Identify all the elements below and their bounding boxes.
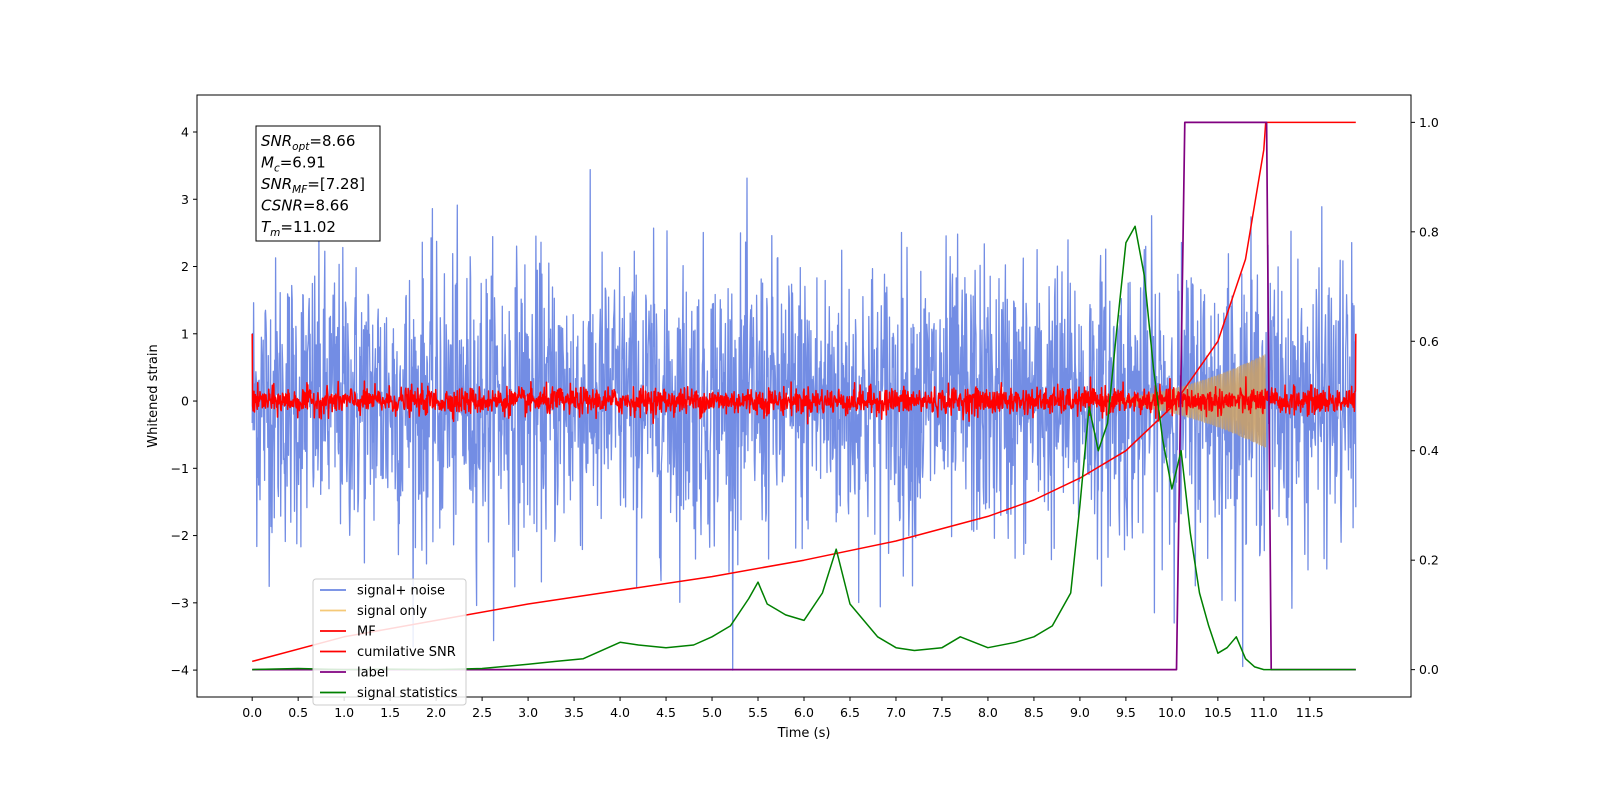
series-mf — [251, 333, 1357, 425]
y-right-tick-label: 0.6 — [1419, 334, 1439, 349]
y-right-tick-label: 1.0 — [1419, 115, 1439, 130]
x-tick-label: 4.0 — [610, 705, 630, 720]
x-axis-label: Time (s) — [777, 726, 831, 741]
legend-frame — [312, 578, 467, 706]
x-tick-label: 4.5 — [656, 705, 676, 720]
y-left-tick-label: 4 — [181, 124, 189, 139]
y-left-tick-label: −1 — [171, 461, 189, 476]
x-tick-label: 5.0 — [702, 705, 722, 720]
y-right-tick-label: 0.2 — [1419, 553, 1439, 568]
info-box-line: Mc=6.91 — [261, 154, 326, 175]
legend-label: cumilative SNR — [357, 645, 456, 660]
x-tick-label: 7.5 — [932, 705, 952, 720]
x-axis: 0.0 0.5 1.0 1.5 2.0 2.5 3.0 3.5 4.0 4.5 5.0 5.5 6.0 6… — [242, 697, 1324, 720]
x-tick-label: 9.0 — [1070, 705, 1090, 720]
y-left-tick-label: 0 — [181, 394, 189, 409]
y-left-tick-label: 2 — [181, 259, 189, 274]
y-axis-label: Whitened strain — [146, 344, 161, 447]
x-tick-label: 3.5 — [564, 705, 584, 720]
x-tick-label: 10.5 — [1204, 705, 1232, 720]
x-tick-label: 9.5 — [1116, 705, 1136, 720]
legend-label: MF — [357, 625, 376, 640]
x-tick-label: 10.0 — [1158, 705, 1186, 720]
info-sub: opt — [292, 141, 310, 153]
info-value: =8.66 — [309, 132, 355, 150]
legend-label: label — [357, 666, 388, 681]
series-layer — [251, 121, 1357, 671]
x-tick-label: 0.5 — [288, 705, 308, 720]
info-main: CSNR — [261, 197, 303, 215]
info-value: =8.66 — [303, 197, 349, 215]
info-value: =6.91 — [280, 154, 326, 172]
legend: signal+ noise signal only MF cumilative SNR… — [312, 578, 467, 706]
y-left-tick-label: −4 — [171, 663, 189, 678]
y-left-tick-label: −2 — [171, 528, 189, 543]
series-cumilative-snr — [252, 121, 1356, 663]
legend-label: signal statistics — [357, 686, 458, 701]
x-tick-label: 8.5 — [1024, 705, 1044, 720]
x-tick-label: 2.0 — [426, 705, 446, 720]
info-main: SNR — [261, 132, 292, 150]
x-tick-label: 3.0 — [518, 705, 538, 720]
y-right-tick-label: 0.4 — [1419, 443, 1439, 458]
y-left-tick-label: 1 — [181, 326, 189, 341]
legend-label: signal+ noise — [357, 584, 445, 599]
x-tick-label: 6.5 — [840, 705, 860, 720]
y-left-tick-label: 3 — [181, 192, 189, 207]
x-tick-label: 8.0 — [978, 705, 998, 720]
info-main: T — [261, 218, 272, 236]
info-value: =11.02 — [280, 218, 336, 236]
y-axis-right: 1.0 0.8 0.6 0.4 0.2 0.0 — [1411, 115, 1439, 677]
x-tick-label: 1.0 — [334, 705, 354, 720]
x-tick-label: 5.5 — [748, 705, 768, 720]
series-signal-noise — [251, 169, 1357, 671]
info-box-line: SNRMF=[7.28] — [261, 175, 365, 196]
series-signal-statistics — [252, 225, 1356, 671]
info-box-frame — [255, 125, 381, 242]
x-tick-label: 6.0 — [794, 705, 814, 720]
x-tick-label: 1.5 — [380, 705, 400, 720]
y-axis-left: 4 3 2 1 0 −1 −2 −3 −4 — [171, 124, 197, 678]
info-sub: c — [274, 163, 280, 175]
y-left-tick-label: −3 — [171, 595, 189, 610]
x-tick-label: 0.0 — [242, 705, 262, 720]
info-main: SNR — [261, 175, 292, 193]
info-sub: MF — [292, 184, 308, 196]
x-tick-label: 11.5 — [1296, 705, 1324, 720]
info-box-line: Tm=11.02 — [261, 218, 336, 239]
y-right-tick-label: 0.0 — [1419, 662, 1439, 677]
info-box-line: SNRopt=8.66 — [261, 132, 355, 153]
info-value: =[7.28] — [307, 175, 365, 193]
info-box-line: CSNR=8.66 — [261, 197, 349, 215]
y-right-tick-label: 0.8 — [1419, 224, 1439, 239]
x-tick-label: 2.5 — [472, 705, 492, 720]
info-box: SNRopt=8.66Mc=6.91SNRMF=[7.28]CSNR=8.66T… — [255, 125, 381, 242]
info-main: M — [261, 154, 274, 172]
x-tick-label: 11.0 — [1250, 705, 1278, 720]
info-sub: m — [270, 227, 280, 239]
x-tick-label: 7.0 — [886, 705, 906, 720]
legend-label: signal only — [357, 604, 427, 619]
